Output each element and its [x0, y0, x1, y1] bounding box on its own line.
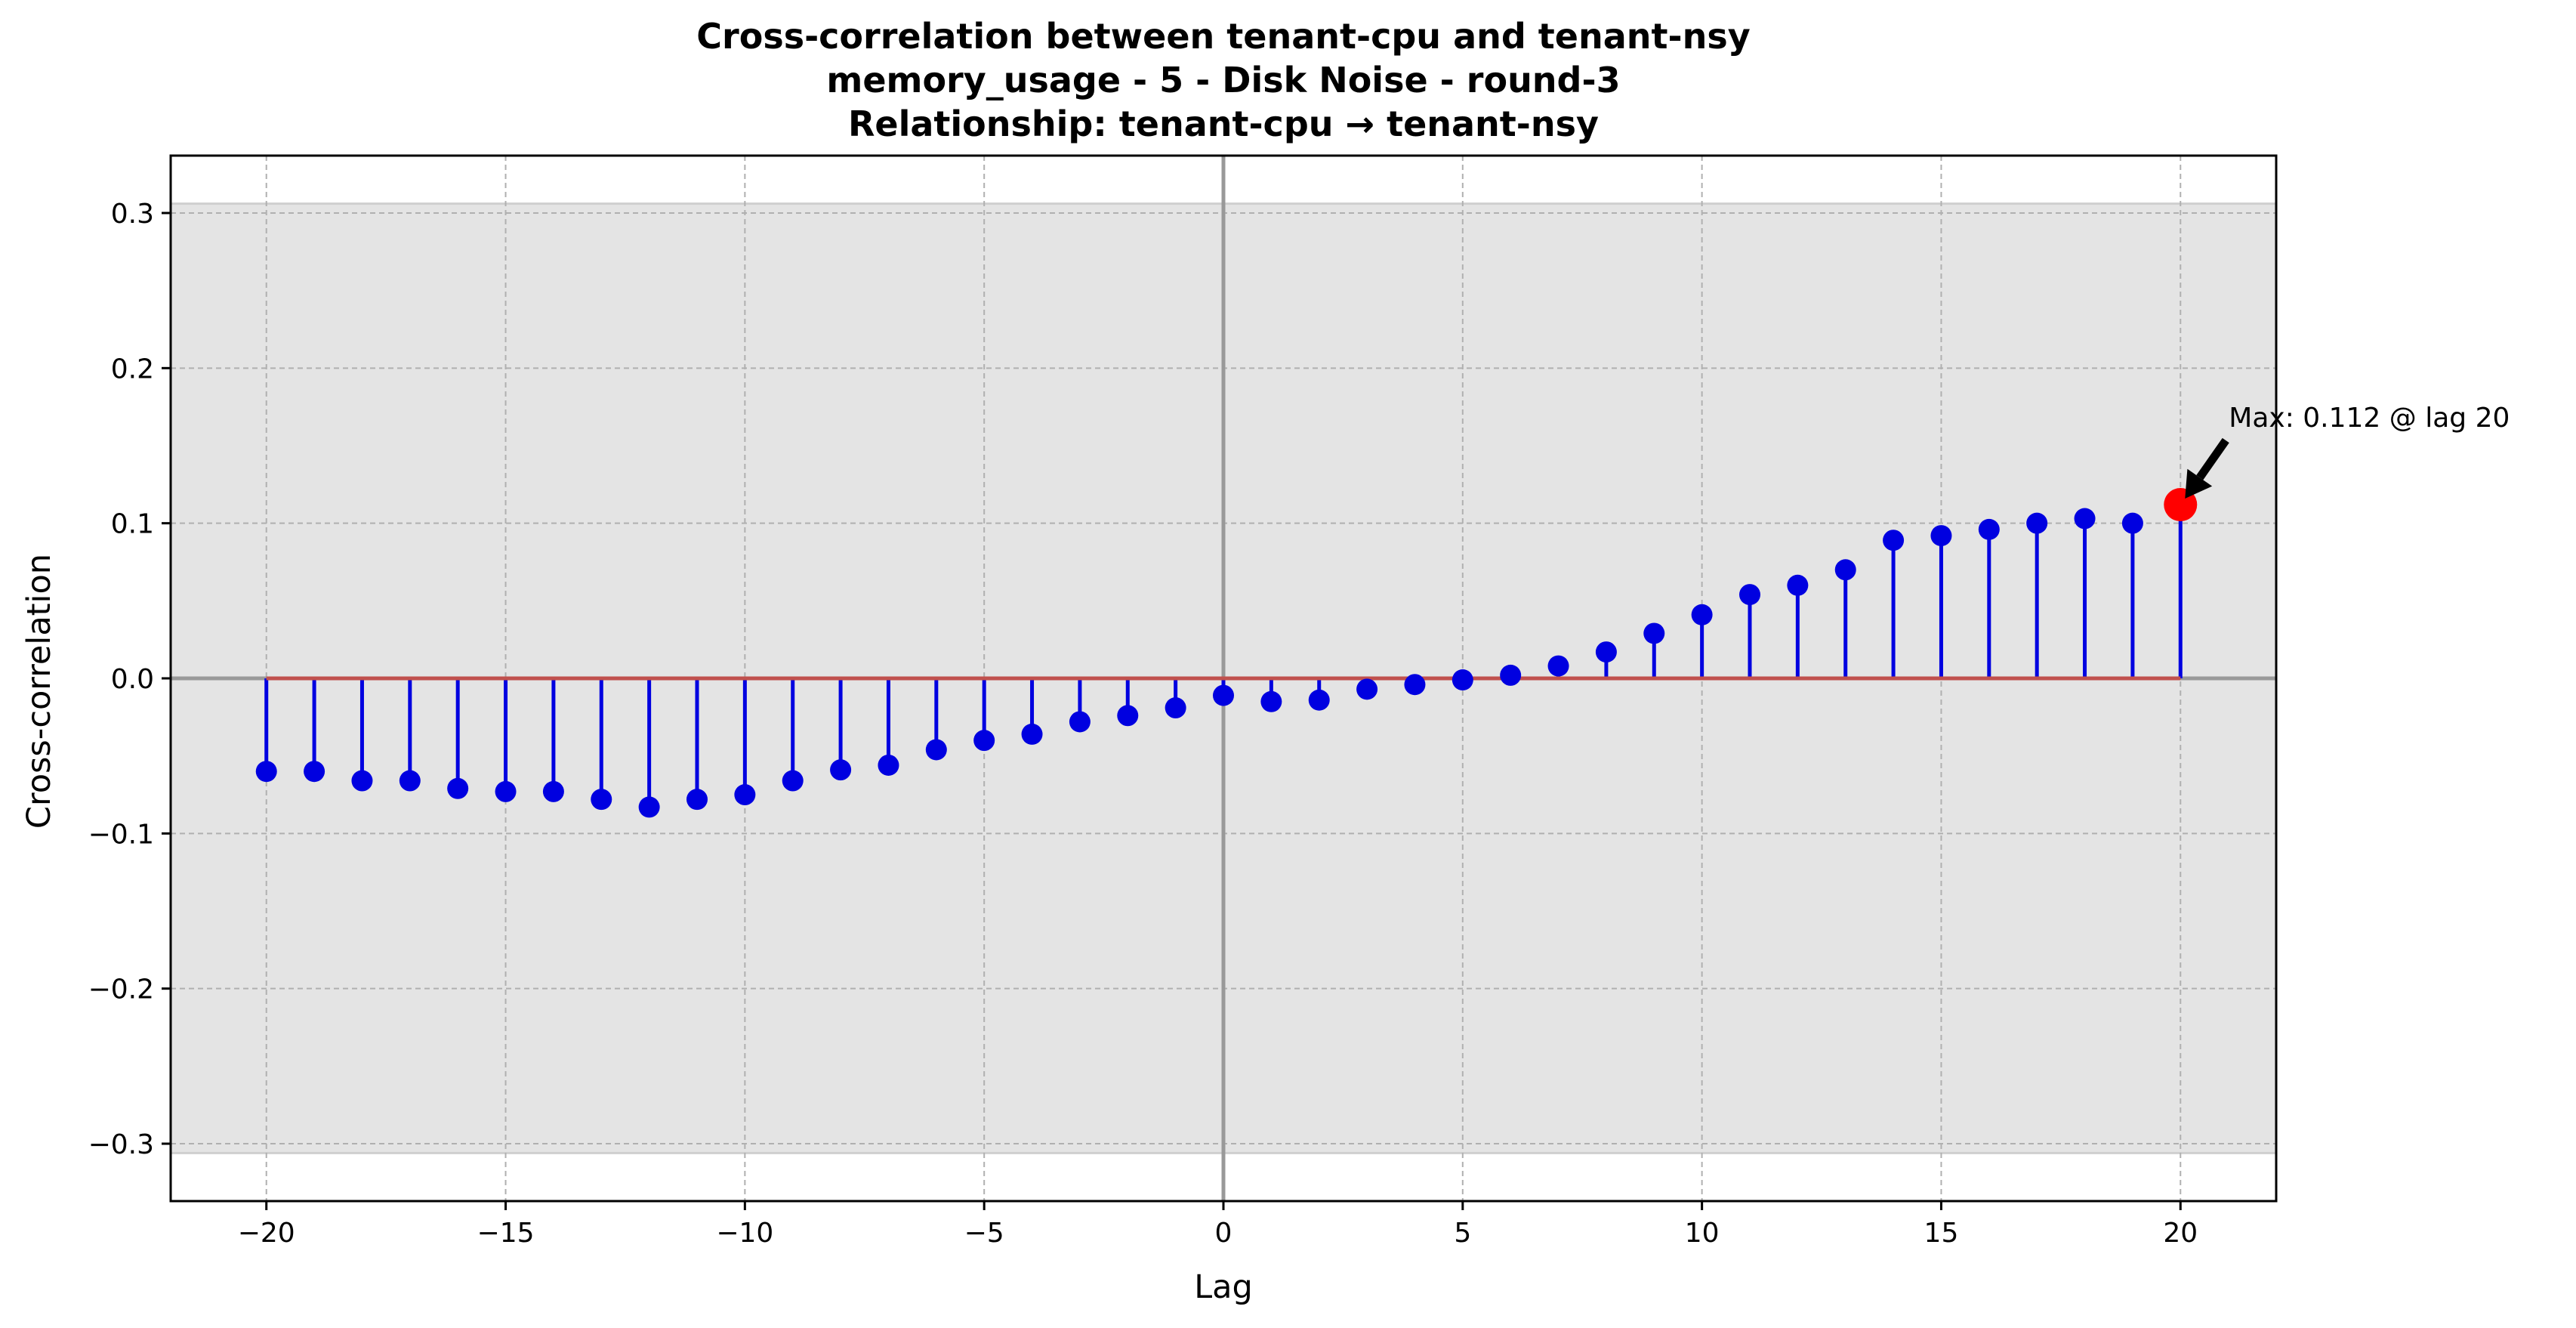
y-tick-label-1: −0.2	[88, 974, 154, 1005]
stem-marker-lag--6	[925, 739, 947, 761]
max-arrow-shaft	[2196, 437, 2229, 480]
stem-marker-lag-3	[1356, 678, 1378, 700]
x-tick-label-3: −5	[964, 1218, 1004, 1249]
stem-marker-lag--4	[1021, 723, 1043, 745]
x-tick-label-8: 20	[2163, 1218, 2198, 1249]
stem-marker-lag--13	[591, 789, 612, 811]
x-tick-label-0: −20	[238, 1218, 295, 1249]
x-tick-label-5: 5	[1454, 1218, 1471, 1249]
stem-marker-lag--19	[304, 761, 325, 783]
stem-marker-lag--12	[638, 796, 660, 818]
stem-marker-lag--2	[1117, 705, 1139, 727]
stem-marker-lag--3	[1069, 711, 1091, 733]
y-tick-label-3: 0.0	[111, 664, 154, 695]
stem-marker-lag-7	[1547, 655, 1569, 677]
stem-marker-lag--1	[1165, 697, 1186, 719]
stem-marker-lag--20	[255, 761, 277, 783]
x-tick-label-4: 0	[1215, 1218, 1232, 1249]
stem-marker-lag-8	[1595, 641, 1617, 663]
stem-marker-lag-17	[2026, 512, 2048, 534]
max-arrow-head	[2185, 468, 2213, 499]
stem-marker-lag-5	[1452, 669, 1473, 691]
stem-marker-lag--18	[351, 770, 373, 792]
y-axis-label: Cross-correlation	[20, 554, 58, 829]
stem-marker-lag-6	[1500, 664, 1522, 686]
stem-marker-lag--5	[973, 730, 995, 752]
stem-marker-lag--11	[686, 789, 708, 811]
stem-marker-lag-19	[2121, 512, 2143, 534]
chart-title-line-3: Relationship: tenant-cpu → tenant-nsy	[848, 103, 1599, 144]
y-tick-label-0: −0.3	[88, 1129, 154, 1160]
stem-marker-lag-9	[1643, 622, 1665, 644]
y-tick-label-4: 0.1	[111, 509, 154, 540]
x-tick-label-6: 10	[1685, 1218, 1720, 1249]
stem-marker-lag--9	[782, 770, 804, 792]
stem-marker-lag--14	[542, 780, 564, 802]
stem-marker-lag--10	[734, 784, 756, 806]
stem-marker-lag--16	[447, 777, 469, 799]
x-tick-label-7: 15	[1924, 1218, 1959, 1249]
chart-title: Cross-correlation between tenant-cpu and…	[696, 16, 1750, 144]
x-axis-ticks: −20 −15 −10 −5 0 5 10 15 20	[238, 1201, 2198, 1249]
y-tick-label-6: 0.3	[111, 199, 154, 230]
y-axis-ticks: −0.3 −0.2 −0.1 0.0 0.1 0.2 0.3	[88, 199, 171, 1160]
stem-marker-lag-14	[1883, 530, 1905, 551]
stem-series	[255, 494, 2192, 818]
stem-marker-lag-11	[1739, 584, 1760, 606]
stem-marker-lag-4	[1404, 674, 1426, 696]
stem-marker-lag-1	[1260, 690, 1282, 712]
stem-marker-lag-12	[1787, 574, 1809, 596]
x-axis-label: Lag	[1194, 1268, 1253, 1306]
stem-marker-lag-16	[1978, 518, 2000, 540]
stem-marker-lag--8	[830, 759, 852, 781]
stem-marker-lag--15	[495, 780, 517, 802]
x-tick-label-1: −15	[477, 1218, 535, 1249]
y-tick-label-5: 0.2	[111, 354, 154, 385]
stem-marker-lag--17	[399, 770, 421, 792]
chart-title-line-1: Cross-correlation between tenant-cpu and…	[696, 16, 1750, 57]
y-tick-label-2: −0.1	[88, 819, 154, 850]
stem-marker-lag-15	[1930, 525, 1952, 547]
stem-marker-lag--7	[878, 754, 899, 776]
stem-marker-lag-18	[2074, 508, 2096, 530]
stem-marker-lag-13	[1834, 559, 1856, 581]
chart-title-line-2: memory_usage - 5 - Disk Noise - round-3	[826, 60, 1620, 100]
max-annotation-label: Max: 0.112 @ lag 20	[2229, 403, 2510, 434]
stem-marker-lag-0	[1213, 684, 1234, 706]
stem-marker-lag-2	[1308, 689, 1330, 711]
x-tick-label-2: −10	[716, 1218, 773, 1249]
stem-marker-lag-10	[1691, 604, 1713, 625]
